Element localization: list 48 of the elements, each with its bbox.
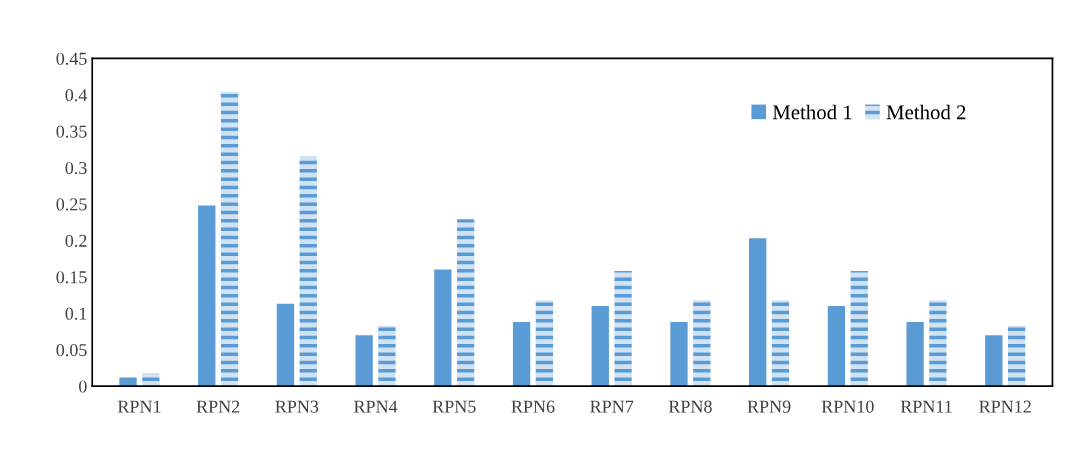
y-tick-label: 0.2 — [65, 234, 87, 247]
bar — [198, 205, 216, 387]
x-tick-label: RPN5 — [432, 400, 476, 413]
x-tick-label: RPN11 — [900, 400, 952, 413]
y-tick-label: 0.4 — [65, 89, 88, 102]
bar — [142, 373, 160, 387]
x-tick-label: RPN3 — [275, 400, 319, 413]
legend-label: Method 1 — [772, 104, 852, 120]
legend-label: Method 2 — [886, 104, 966, 120]
y-tick-label: 0.05 — [56, 343, 87, 357]
bar — [906, 322, 924, 387]
bar — [693, 300, 711, 387]
x-tick-label: RPN8 — [668, 400, 712, 413]
bar — [512, 322, 531, 387]
x-tick-label: RPN6 — [511, 400, 555, 413]
x-tick-label: RPN10 — [821, 400, 874, 413]
x-tick-label: RPN2 — [196, 400, 240, 413]
x-tick-label: RPN9 — [747, 400, 791, 413]
y-tick-label: 0.3 — [65, 161, 87, 175]
bar — [771, 300, 790, 387]
bar — [614, 271, 632, 387]
bar — [355, 335, 373, 387]
y-tick-label: 0.1 — [65, 307, 87, 320]
bar — [985, 335, 1003, 387]
bar — [119, 377, 137, 387]
x-tick-label: RPN4 — [354, 400, 398, 413]
y-tick-label: 0.25 — [56, 198, 87, 211]
bar — [535, 300, 554, 387]
x-tick-label: RPN1 — [117, 400, 161, 413]
y-tick-label: 0 — [79, 380, 87, 393]
bar — [827, 306, 846, 387]
x-tick-label: RPN12 — [979, 400, 1031, 413]
bar — [929, 300, 947, 387]
bar — [670, 322, 688, 387]
y-tick-label: 0.35 — [56, 125, 87, 138]
bar — [434, 269, 452, 387]
bar — [1007, 325, 1026, 387]
x-tick-label: RPN7 — [590, 400, 634, 413]
bar — [749, 238, 767, 387]
bar — [276, 303, 295, 387]
bar — [591, 306, 609, 387]
bar — [378, 325, 396, 387]
bar — [457, 219, 475, 387]
bar — [220, 91, 239, 387]
y-tick-label: 0.15 — [56, 271, 87, 284]
bar — [299, 155, 317, 387]
y-tick-label: 0.45 — [56, 52, 87, 65]
bar — [850, 271, 868, 387]
